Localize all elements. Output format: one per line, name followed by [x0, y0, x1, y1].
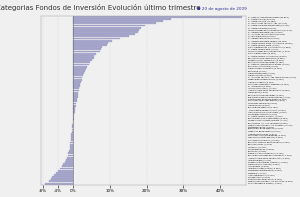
Bar [73, 25, 146, 26]
Bar [73, 38, 120, 39]
Bar [49, 180, 73, 182]
Bar [73, 55, 94, 57]
Bar [73, 42, 108, 44]
Bar [73, 89, 79, 91]
Bar [73, 83, 80, 85]
Bar [73, 102, 76, 104]
Bar [71, 135, 73, 137]
Bar [72, 124, 73, 126]
Bar [73, 92, 78, 94]
Bar [73, 100, 77, 102]
Bar [52, 176, 73, 178]
Bar [73, 66, 87, 68]
Bar [72, 126, 73, 128]
Bar [73, 70, 85, 72]
Bar [73, 61, 90, 63]
Bar [64, 163, 73, 165]
Bar [73, 46, 102, 48]
Bar [73, 85, 80, 87]
Bar [73, 113, 74, 115]
Bar [71, 137, 73, 139]
Bar [73, 94, 78, 96]
Bar [73, 44, 107, 46]
Bar [73, 40, 112, 42]
Bar [73, 27, 141, 29]
Bar [50, 178, 73, 180]
Bar [73, 79, 82, 81]
Bar [73, 109, 75, 111]
Bar [71, 133, 73, 135]
Bar [67, 157, 73, 159]
Bar [73, 33, 134, 35]
Bar [73, 72, 84, 74]
Bar [73, 98, 77, 100]
Bar [72, 131, 73, 133]
Bar [70, 146, 73, 148]
Bar [73, 74, 83, 76]
Bar [45, 183, 73, 185]
Bar [73, 18, 171, 20]
Bar [64, 161, 73, 163]
Bar [66, 159, 73, 161]
Bar [68, 154, 73, 156]
Bar [73, 57, 94, 59]
Bar [73, 31, 138, 33]
Bar [68, 152, 73, 154]
Bar [73, 51, 100, 52]
Bar [73, 96, 78, 98]
Bar [73, 87, 79, 89]
Bar [73, 29, 139, 31]
Bar [58, 170, 73, 172]
Text: ● 20 de agosto de 2009: ● 20 de agosto de 2009 [197, 7, 247, 11]
Bar [73, 68, 86, 70]
Bar [69, 150, 73, 152]
Bar [70, 141, 73, 143]
Bar [73, 81, 81, 83]
Bar [73, 20, 163, 22]
Bar [70, 144, 73, 146]
Bar [73, 48, 101, 50]
Bar [70, 148, 73, 150]
Bar [70, 139, 73, 141]
Bar [73, 111, 75, 113]
Bar [54, 174, 73, 176]
Bar [73, 76, 82, 78]
Bar [73, 22, 156, 24]
Bar [73, 59, 92, 61]
Bar [73, 115, 74, 117]
Bar [73, 107, 76, 109]
Bar [73, 105, 76, 107]
Text: Categorias Fondos de Inversión Evolución último trimestre: Categorias Fondos de Inversión Evolución… [0, 4, 201, 11]
Bar [72, 128, 73, 130]
Bar [73, 16, 242, 18]
Bar [73, 63, 88, 65]
Bar [60, 167, 73, 169]
Bar [56, 172, 73, 174]
Bar [73, 53, 96, 55]
Bar [73, 118, 74, 120]
Bar [61, 165, 73, 167]
Bar [73, 35, 129, 37]
